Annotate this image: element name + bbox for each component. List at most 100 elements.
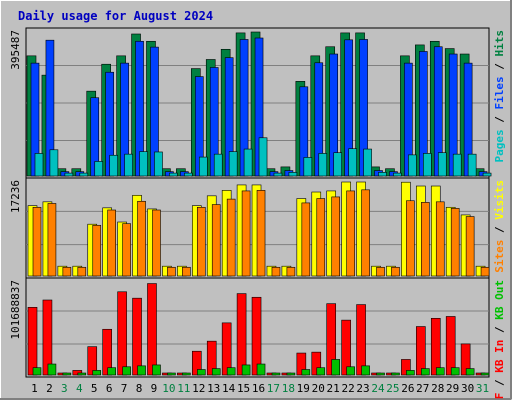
legend-item: Sites	[493, 240, 506, 273]
bar-sites-day-19	[301, 202, 311, 277]
x-tick-label: 9	[151, 382, 158, 395]
bar-sites-day-22	[346, 190, 355, 277]
bar-sites-day-30	[465, 216, 475, 277]
panel-hits-files-pages: 395487 Pages / Files / Hits	[9, 27, 506, 179]
bar-kb-out-day-8	[137, 365, 146, 376]
bar-kb-out-day-16	[256, 363, 266, 376]
bar-pages-day-17	[273, 172, 283, 177]
legend-hits-files-pages: Pages / Files / Hits	[493, 30, 506, 163]
bar-kb-out-day-4	[77, 372, 87, 376]
x-tick-label: 23	[356, 382, 369, 395]
x-tick-label: 29	[446, 382, 459, 395]
bar-kb-f-day-23	[356, 304, 366, 376]
chart-title: Daily usage for August 2024	[18, 9, 213, 23]
bar-pages-day-27	[423, 153, 432, 177]
bar-pages-day-2	[49, 149, 59, 177]
bar-kb-f-day-7	[117, 291, 127, 376]
bar-sites-day-26	[406, 200, 415, 277]
x-tick-label: 10	[162, 382, 175, 395]
bar-kb-out-day-22	[346, 366, 355, 376]
bar-kb-f-day-8	[132, 297, 142, 376]
bar-sites-day-14	[226, 198, 236, 277]
bar-sites-day-28	[435, 201, 445, 277]
x-tick-label: 20	[312, 382, 325, 395]
legend-separator: /	[493, 373, 506, 393]
bar-kb-f-day-9	[147, 283, 157, 376]
bar-sites-day-17	[271, 266, 281, 277]
x-tick-label: 2	[46, 382, 53, 395]
bar-pages-day-3	[64, 172, 74, 177]
bar-kb-out-day-14	[226, 367, 236, 376]
legend-item: KB In	[493, 340, 506, 373]
bar-kb-out-day-27	[421, 368, 430, 376]
bar-kb-out-day-12	[196, 369, 206, 376]
x-tick-label: 22	[341, 382, 354, 395]
bar-sites-day-6	[107, 209, 116, 277]
legend-separator: /	[493, 320, 506, 340]
x-tick-label: 26	[401, 382, 414, 395]
bar-pages-day-25	[393, 172, 402, 177]
bar-kb-out-day-20	[316, 367, 326, 376]
bar-kb-out-day-19	[301, 369, 311, 376]
bar-kb-f-day-27	[416, 326, 426, 376]
legend-item: Files	[493, 76, 506, 109]
bar-kb-out-day-21	[331, 359, 341, 376]
bar-sites-day-10	[167, 266, 176, 277]
bar-pages-day-26	[408, 154, 417, 177]
x-tick-label: 27	[416, 382, 429, 395]
bar-pages-day-18	[288, 172, 298, 177]
x-tick-label: 17	[267, 382, 280, 395]
bar-sites-day-15	[241, 190, 251, 277]
x-tick-label: 24	[371, 382, 385, 395]
bar-sites-day-18	[286, 266, 296, 277]
x-tick-label: 4	[76, 382, 83, 395]
x-tick-label: 28	[431, 382, 444, 395]
bar-sites-day-9	[152, 209, 161, 277]
bar-kb-f-day-16	[251, 296, 262, 376]
bar-kb-f-day-20	[311, 351, 322, 376]
bar-pages-day-9	[154, 151, 163, 177]
bar-pages-day-5	[94, 161, 104, 177]
bar-pages-day-14	[228, 151, 238, 177]
legend-kbytes: KB F / KB In / KB Out	[493, 280, 506, 400]
bar-kb-out-day-28	[435, 367, 445, 376]
x-tick-label: 30	[461, 382, 474, 395]
x-tick-label: 19	[297, 382, 310, 395]
legend-separator: /	[493, 110, 506, 130]
bar-kb-f-day-2	[42, 299, 53, 376]
bar-pages-day-28	[437, 152, 447, 177]
bar-kb-out-day-2	[47, 363, 57, 376]
bar-kb-out-day-6	[107, 367, 116, 376]
bar-pages-day-30	[467, 153, 477, 177]
bar-sites-day-8	[137, 200, 146, 277]
panel-visits-sites: 17236 Sites / Visits	[9, 177, 506, 279]
bar-sites-day-16	[256, 190, 266, 277]
x-tick-label: 5	[91, 382, 98, 395]
bar-kb-f-day-5	[87, 346, 98, 376]
x-tick-label: 31	[476, 382, 489, 395]
panel-frame	[25, 277, 490, 378]
x-tick-label: 6	[106, 382, 113, 395]
bar-kb-out-day-13	[211, 368, 221, 376]
bar-kb-out-day-7	[122, 366, 131, 376]
x-tick-label: 11	[177, 382, 190, 395]
bar-kb-out-day-10	[167, 372, 176, 376]
x-tick-label: 16	[252, 382, 265, 395]
legend-visits-sites: Sites / Visits	[493, 180, 506, 273]
bar-kb-f-day-12	[191, 350, 202, 376]
x-tick-label: 21	[327, 382, 340, 395]
bar-pages-day-20	[318, 153, 328, 177]
x-tick-label: 12	[192, 382, 205, 395]
bar-kb-out-day-9	[152, 364, 161, 376]
x-tick-label: 15	[237, 382, 250, 395]
bar-kb-out-day-24	[376, 372, 385, 376]
bar-kb-out-day-15	[241, 364, 251, 376]
bar-sites-day-24	[376, 266, 385, 277]
bar-kb-out-day-18	[286, 372, 296, 376]
bar-kb-out-day-26	[406, 370, 415, 376]
x-tick-label: 14	[222, 382, 236, 395]
x-tick-label: 18	[282, 382, 295, 395]
bar-sites-day-23	[361, 189, 370, 277]
